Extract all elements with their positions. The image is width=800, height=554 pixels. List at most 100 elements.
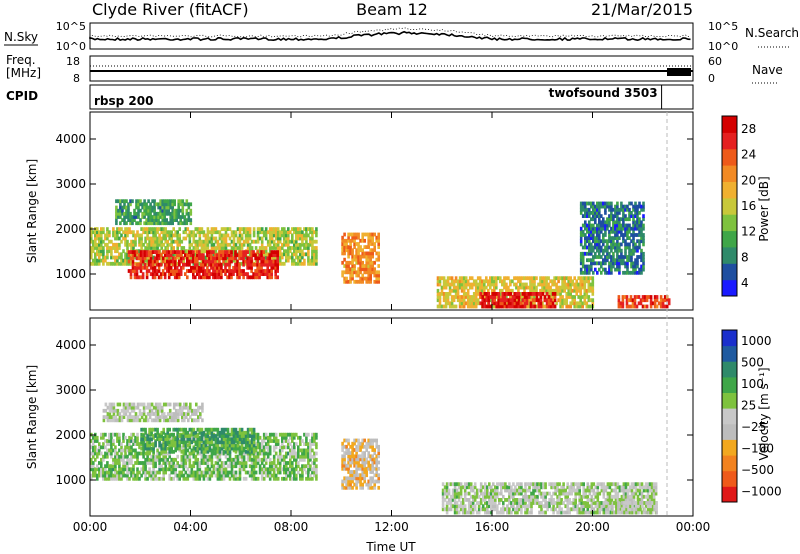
range-time-cell: [167, 256, 171, 261]
range-time-cell: [462, 295, 466, 299]
range-time-cell: [134, 261, 137, 266]
range-time-cell: [493, 288, 496, 293]
colorbar-tick-label: 20: [741, 173, 756, 187]
range-time-cell: [616, 229, 619, 234]
range-time-cell: [624, 229, 627, 234]
range-time-cell: [252, 449, 256, 454]
range-time-cell: [164, 236, 167, 241]
range-time-cell: [262, 464, 266, 469]
range-time-cell: [191, 418, 194, 423]
range-time-cell: [569, 301, 572, 306]
range-time-cell: [246, 233, 250, 238]
range-time-cell: [254, 272, 257, 276]
range-time-cell: [256, 445, 260, 450]
range-time-cell: [155, 269, 159, 273]
range-time-cell: [523, 292, 527, 296]
range-time-cell: [138, 470, 141, 475]
range-time-cell: [341, 245, 344, 249]
range-time-cell: [240, 430, 244, 435]
freq-tick-top: 18: [66, 55, 80, 68]
range-time-cell: [119, 215, 122, 219]
range-time-cell: [100, 432, 103, 437]
range-time-cell: [210, 454, 214, 459]
range-time-cell: [171, 202, 174, 207]
range-time-cell: [616, 239, 619, 244]
range-time-cell: [149, 221, 152, 226]
range-time-cell: [258, 451, 262, 456]
range-time-cell: [178, 443, 181, 448]
range-time-cell: [359, 248, 362, 253]
range-time-cell: [299, 261, 302, 266]
range-time-cell: [355, 248, 358, 253]
range-time-cell: [474, 279, 478, 284]
range-time-cell: [246, 454, 250, 459]
range-time-cell: [244, 442, 248, 446]
range-time-cell: [182, 434, 186, 438]
range-time-cell: [230, 470, 234, 475]
range-time-cell: [303, 432, 306, 437]
range-time-cell: [278, 448, 282, 453]
range-time-cell: [176, 454, 179, 459]
range-time-cell: [252, 454, 256, 459]
range-time-cell: [112, 246, 115, 250]
range-time-cell: [162, 427, 165, 432]
range-time-cell: [283, 261, 286, 266]
range-time-cell: [218, 236, 222, 241]
range-time-cell: [371, 260, 374, 265]
range-time-cell: [132, 442, 135, 446]
range-time-cell: [643, 295, 647, 299]
range-time-cell: [179, 269, 183, 273]
range-time-cell: [640, 239, 643, 244]
range-time-cell: [132, 233, 135, 238]
range-time-cell: [633, 304, 637, 309]
range-time-cell: [226, 427, 230, 432]
range-time-cell: [204, 473, 208, 478]
range-time-cell: [618, 255, 621, 259]
range-time-cell: [586, 251, 589, 256]
range-time-cell: [185, 412, 188, 416]
range-time-cell: [642, 239, 645, 244]
range-time-cell: [289, 435, 292, 440]
range-time-cell: [620, 255, 623, 259]
range-time-cell: [174, 230, 177, 235]
range-time-cell: [188, 253, 191, 258]
range-time-cell: [268, 275, 271, 280]
range-time-cell: [152, 434, 155, 438]
range-time-cell: [438, 279, 442, 284]
range-time-cell: [281, 230, 284, 235]
range-time-cell: [167, 272, 171, 276]
range-time-cell: [123, 199, 126, 204]
range-time-cell: [206, 236, 210, 241]
range-time-cell: [166, 437, 169, 442]
range-time-cell: [198, 236, 202, 241]
range-time-cell: [638, 255, 641, 259]
range-time-cell: [533, 295, 536, 299]
range-time-cell: [519, 285, 522, 290]
range-time-cell: [301, 236, 304, 241]
range-time-cell: [501, 282, 504, 287]
range-time-cell: [634, 267, 637, 272]
range-time-cell: [120, 252, 123, 257]
range-time-cell: [236, 437, 240, 442]
range-time-cell: [623, 295, 627, 299]
range-time-cell: [116, 454, 119, 459]
range-time-cell: [587, 298, 591, 303]
range-time-cell: [299, 242, 302, 247]
range-time-cell: [581, 233, 585, 237]
range-time-cell: [138, 408, 142, 413]
range-time-cell: [114, 464, 117, 469]
range-time-cell: [236, 246, 240, 250]
range-time-cell: [274, 242, 278, 247]
range-time-cell: [579, 276, 582, 281]
range-time-cell: [144, 246, 147, 250]
range-time-cell: [167, 262, 171, 267]
range-time-cell: [440, 285, 444, 290]
range-time-cell: [234, 253, 237, 258]
range-time-cell: [116, 432, 119, 437]
range-time-cell: [143, 199, 146, 204]
range-time-cell: [252, 470, 256, 475]
range-time-cell: [585, 288, 589, 293]
range-time-cell: [144, 476, 147, 481]
range-time-cell: [258, 246, 262, 250]
range-time-cell: [242, 242, 246, 247]
